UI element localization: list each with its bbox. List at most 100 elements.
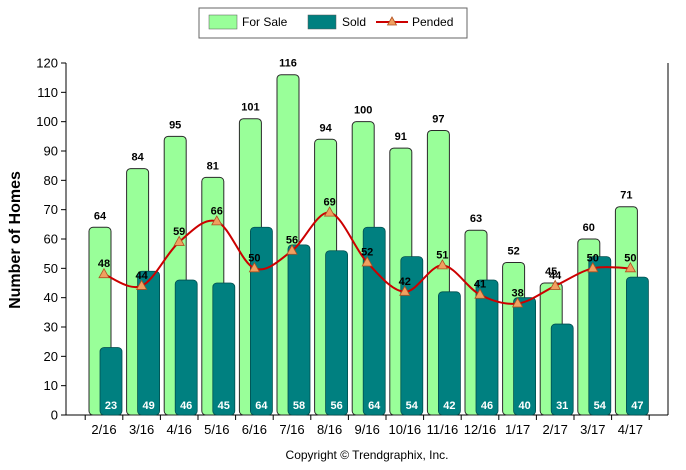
label-pended: 59 xyxy=(173,226,185,238)
marker-pended xyxy=(436,259,449,270)
bar-sold xyxy=(626,276,649,416)
label-sold: 46 xyxy=(481,400,493,412)
x-tick-label: 12/16 xyxy=(464,422,497,437)
bar-sold xyxy=(400,256,424,416)
marker-pended xyxy=(323,206,336,217)
x-tick-label: 8/16 xyxy=(317,422,342,437)
label-forsale: 95 xyxy=(169,119,181,131)
label-pended: 48 xyxy=(98,258,110,270)
label-sold: 45 xyxy=(218,400,230,412)
y-tick-label: 30 xyxy=(44,320,58,335)
y-tick-label: 70 xyxy=(44,202,58,217)
legend-swatch-forsale xyxy=(208,14,238,30)
x-tick-label: 9/16 xyxy=(355,422,380,437)
label-forsale: 71 xyxy=(620,190,632,202)
marker-pended xyxy=(173,235,185,246)
bar-sold xyxy=(513,297,536,416)
y-axis-label: Number of Homes xyxy=(7,171,24,309)
marker-pended xyxy=(286,244,298,255)
marker-pended xyxy=(98,267,110,279)
bar-sold xyxy=(550,323,574,416)
bar-sold xyxy=(325,250,349,416)
marker-pended xyxy=(248,262,261,273)
marker-pended xyxy=(399,285,411,296)
bar-sold xyxy=(249,226,273,416)
label-forsale: 101 xyxy=(241,102,259,114)
label-sold: 64 xyxy=(255,400,268,412)
bar-sold xyxy=(212,282,236,416)
x-tick-label: 7/16 xyxy=(279,422,304,437)
label-forsale: 84 xyxy=(131,152,144,164)
y-tick-label: 100 xyxy=(36,114,58,129)
bar-sold xyxy=(475,279,499,416)
copyright-text: Copyright © Trendgraphix, Inc. xyxy=(286,448,449,462)
label-sold: 47 xyxy=(631,400,643,412)
marker-pended xyxy=(361,256,373,267)
legend-label-forsale: For Sale xyxy=(242,15,288,29)
label-sold: 58 xyxy=(293,400,305,412)
x-ticks: 2/16 3/16 4/16 5/16 6/16 7/16 8/16 9/16 10/16 11/… xyxy=(84,415,650,437)
series-sold xyxy=(99,226,649,416)
y-tick-label: 10 xyxy=(44,378,58,393)
label-pended: 66 xyxy=(211,205,223,217)
data-labels: 64 84 95 81 101 116 94 100 91 97 63 52 45 60 71 23 49 46 4… xyxy=(94,58,644,412)
y-tick-label: 20 xyxy=(44,349,58,364)
label-sold: 49 xyxy=(142,400,154,412)
label-sold: 64 xyxy=(368,400,381,412)
x-tick-label: 1/17 xyxy=(505,422,530,437)
y-tick-label: 40 xyxy=(44,290,58,305)
marker-pended xyxy=(211,215,223,226)
bar-sold xyxy=(287,244,311,416)
marker-pended xyxy=(474,288,486,299)
bar-sold xyxy=(362,226,386,416)
label-pended: 50 xyxy=(587,252,599,264)
label-pended: 69 xyxy=(323,197,335,209)
y-tick-label: 50 xyxy=(44,261,58,276)
y-tick-label: 60 xyxy=(44,232,58,247)
y-ticks: 0 10 20 30 40 50 60 70 80 90 100 110 120 xyxy=(36,56,66,423)
label-pended: 44 xyxy=(135,270,148,282)
bar-sold xyxy=(588,256,612,416)
x-tick-label: 4/16 xyxy=(167,422,192,437)
label-sold: 42 xyxy=(443,400,455,412)
legend-swatch-sold xyxy=(307,14,337,30)
label-sold: 31 xyxy=(556,400,568,412)
legend-marker-pended xyxy=(386,16,398,26)
label-pended: 56 xyxy=(286,235,298,247)
label-sold: 46 xyxy=(180,400,192,412)
label-pended: 51 xyxy=(436,249,448,261)
bar-sold xyxy=(99,347,123,416)
series-pended xyxy=(98,206,637,308)
label-forsale: 94 xyxy=(319,122,332,134)
x-tick-label: 11/16 xyxy=(427,422,459,437)
x-tick-label: 5/16 xyxy=(204,422,229,437)
label-forsale: 81 xyxy=(207,160,219,172)
label-pended: 41 xyxy=(474,279,486,291)
label-forsale: 45 xyxy=(545,266,557,278)
legend-label-sold: Sold xyxy=(342,15,366,29)
bar-sold xyxy=(174,279,198,416)
label-pended: 50 xyxy=(624,252,636,264)
x-tick-label: 3/16 xyxy=(129,422,154,437)
label-sold: 23 xyxy=(105,400,117,412)
x-tick-label: 2/16 xyxy=(91,422,116,437)
y-tick-label: 80 xyxy=(44,173,58,188)
legend-label-pended: Pended xyxy=(412,15,453,29)
marker-pended xyxy=(624,262,637,273)
legend: For Sale Sold Pended xyxy=(198,7,468,39)
x-tick-label: 4/17 xyxy=(618,422,643,437)
label-forsale: 63 xyxy=(470,213,482,225)
label-forsale: 91 xyxy=(395,131,407,143)
y-tick-label: 120 xyxy=(36,56,58,71)
bar-sold xyxy=(137,270,161,416)
label-forsale: 52 xyxy=(507,245,519,257)
label-pended: 38 xyxy=(511,288,523,300)
label-pended: 52 xyxy=(361,246,373,258)
label-pended: 50 xyxy=(248,252,260,264)
marker-pended xyxy=(549,279,561,290)
label-forsale: 60 xyxy=(583,222,595,234)
y-tick-label: 90 xyxy=(44,144,58,159)
marker-pended xyxy=(587,262,599,273)
y-tick-label: 0 xyxy=(51,408,58,423)
